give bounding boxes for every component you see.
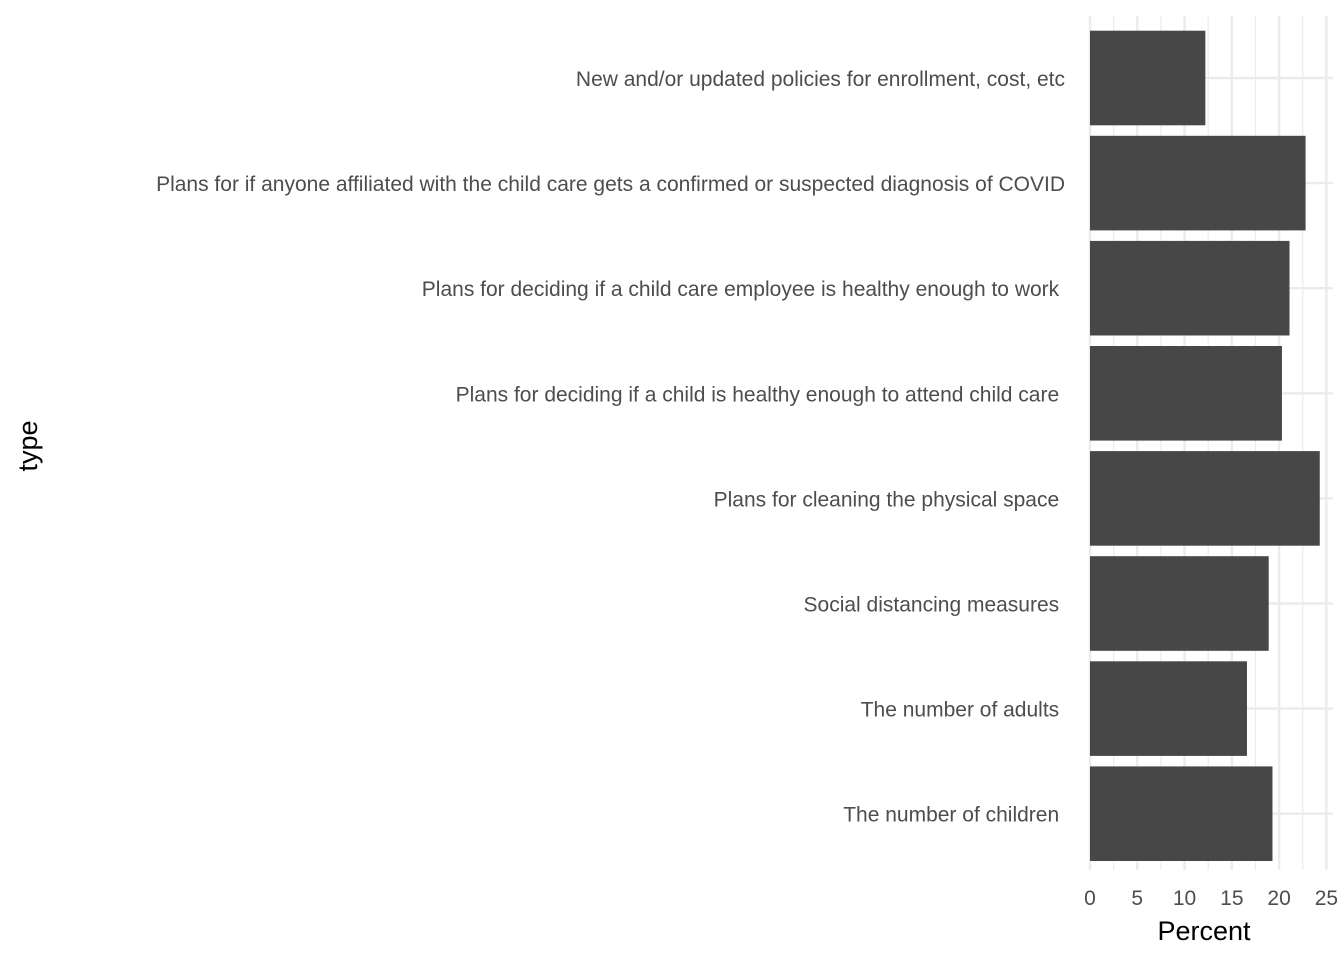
x-tick-label: 10	[1173, 887, 1196, 910]
category-label: Plans for deciding if a child care emplo…	[422, 278, 1065, 301]
x-tick-label: 15	[1220, 887, 1243, 910]
bar	[1090, 346, 1282, 441]
x-tick-label: 25	[1315, 887, 1338, 910]
bar	[1090, 451, 1320, 546]
bar	[1090, 661, 1247, 756]
bar	[1090, 135, 1306, 231]
x-tick-label: 20	[1267, 887, 1290, 910]
x-axis-title: Percent	[1157, 916, 1251, 946]
category-labels: New and/or updated policies for enrollme…	[156, 68, 1065, 827]
category-label: The number of adults	[861, 699, 1065, 722]
category-label: New and/or updated policies for enrollme…	[576, 68, 1065, 91]
category-label: Plans for if anyone affiliated with the …	[156, 173, 1065, 196]
category-label: The number of children	[843, 804, 1065, 827]
y-axis-title: type	[13, 420, 43, 471]
category-label: Plans for deciding if a child is healthy…	[456, 383, 1065, 406]
bar	[1090, 30, 1206, 126]
category-label: Plans for cleaning the physical space	[714, 488, 1065, 511]
x-tick-label: 5	[1131, 887, 1143, 910]
bars	[1090, 30, 1320, 861]
bar	[1090, 556, 1269, 651]
x-tick-label: 0	[1084, 887, 1096, 910]
category-label: Social distancing measures	[804, 594, 1065, 617]
bar	[1090, 766, 1273, 861]
bar	[1090, 240, 1290, 336]
x-tick-labels: 0 5 10 15 20 25	[1084, 887, 1338, 910]
